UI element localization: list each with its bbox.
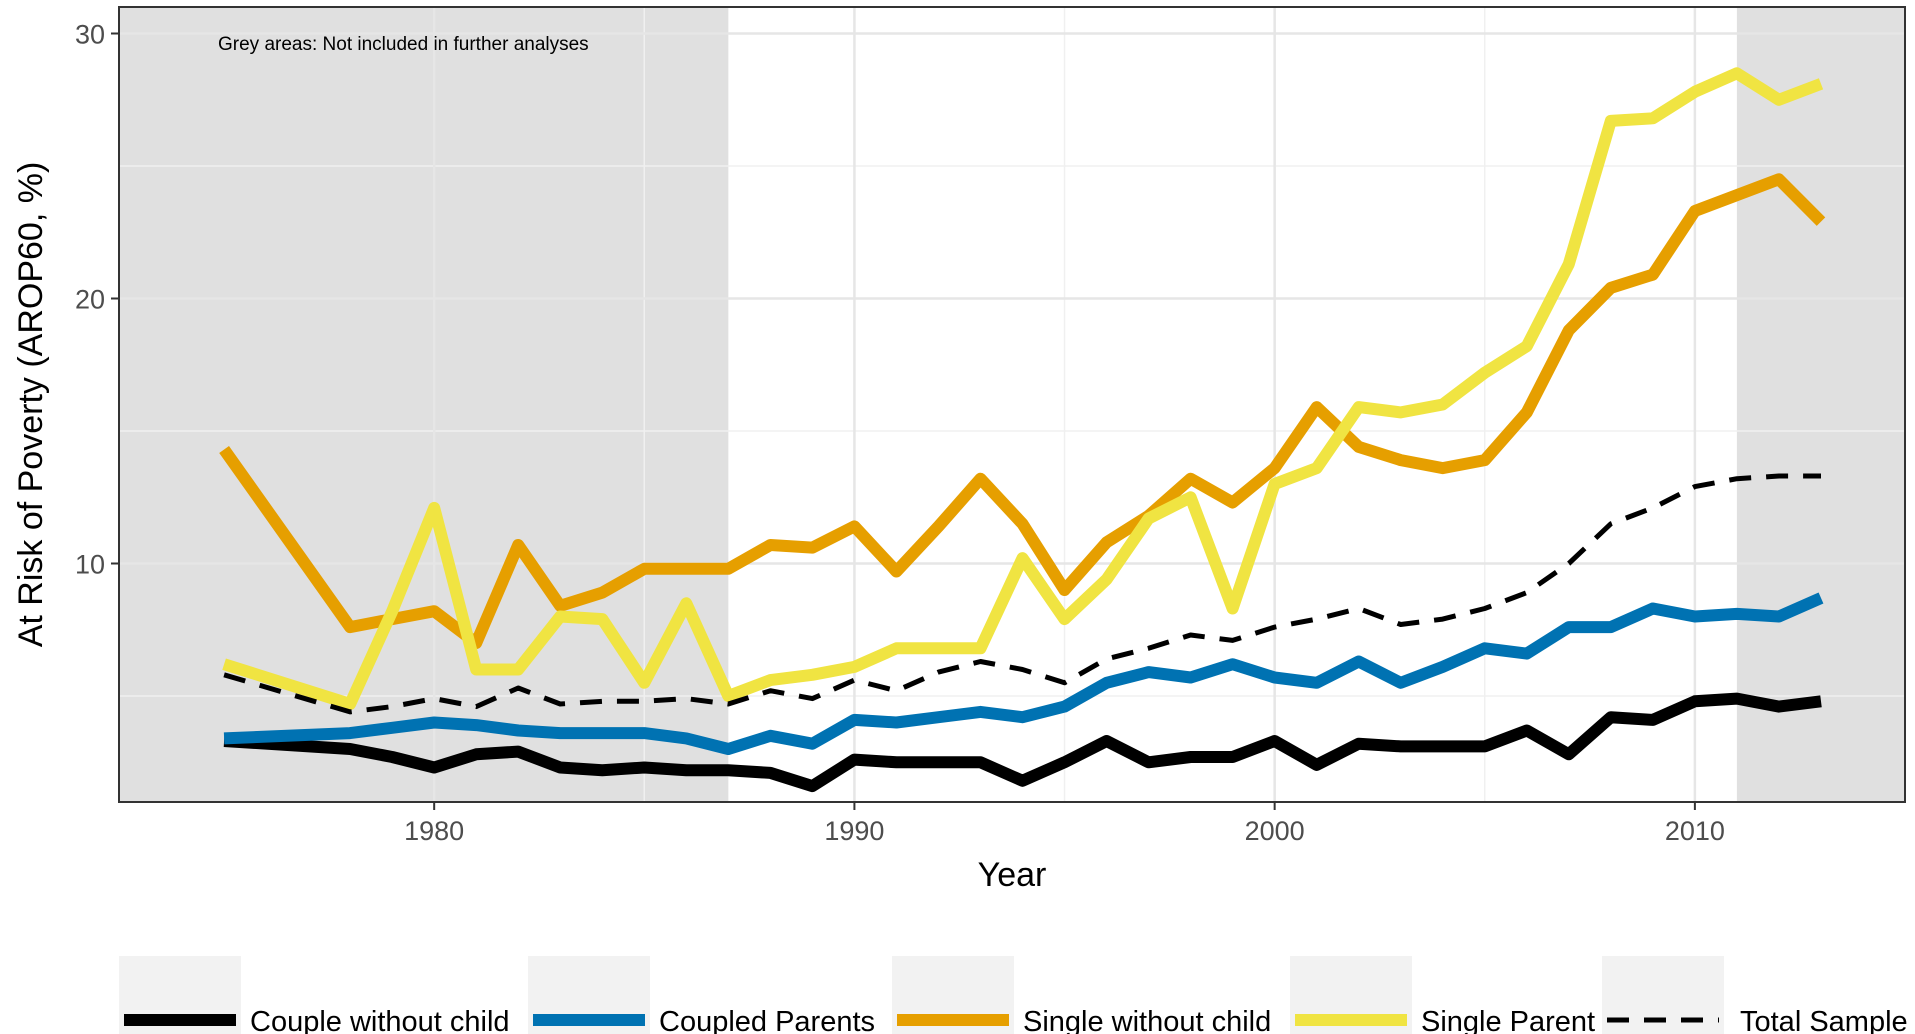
y-axis-title: At Risk of Poverty (AROP60, %) (12, 162, 50, 648)
excluded-regions (119, 7, 1905, 802)
legend-label-coupled-parents: Coupled Parents (659, 1006, 875, 1034)
excluded-region-2 (1736, 7, 1905, 802)
y-tick-label-20: 20 (75, 285, 105, 315)
y-tick-label-10: 10 (75, 550, 105, 580)
x-tick-label-1980: 1980 (404, 816, 464, 846)
legend: Couple without child Coupled Parents Singl… (119, 956, 1908, 1034)
legend-label-total-sample: Total Sample (1740, 1006, 1908, 1034)
series-line-total-sample (223, 473, 1821, 715)
legend-label-single-parent: Single Parent (1421, 1006, 1595, 1034)
legend-label-couple-without-child: Couple without child (250, 1006, 510, 1034)
x-tick-label-2010: 2010 (1665, 816, 1725, 846)
series-line-coupled-parents (223, 592, 1824, 755)
legend-label-single-without-child: Single without child (1023, 1006, 1271, 1034)
x-tick-label-1990: 1990 (824, 816, 884, 846)
series-line-single-without-child (219, 173, 1826, 649)
excluded-region-1 (119, 7, 729, 802)
series-lines (219, 67, 1826, 793)
series-line-single-parent (222, 67, 1824, 710)
y-tick-label-30: 30 (75, 20, 105, 50)
x-tick-label-2000: 2000 (1245, 816, 1305, 846)
x-axis-title: Year (978, 856, 1047, 894)
plot-panel-border (118, 6, 1906, 803)
grey-area-annotation: Grey areas: Not included in further anal… (218, 34, 589, 55)
series-line-couple-without-child (223, 692, 1822, 793)
